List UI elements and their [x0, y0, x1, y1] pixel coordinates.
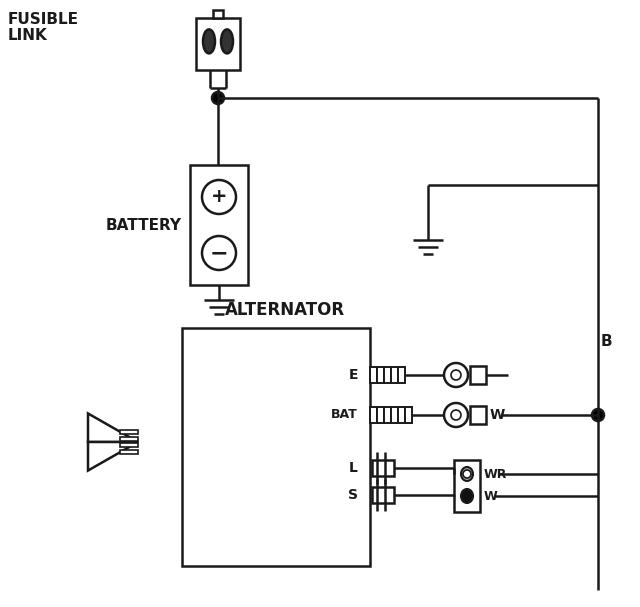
Text: W: W [490, 408, 505, 422]
Text: FUSIBLE: FUSIBLE [8, 13, 79, 27]
Bar [370, 367, 377, 383]
Bar [120, 436, 138, 441]
Circle shape [463, 470, 471, 478]
Text: S: S [348, 488, 358, 502]
Bar [454, 460, 480, 512]
Bar [470, 366, 486, 384]
Bar [377, 367, 384, 383]
Circle shape [444, 363, 468, 387]
Bar [384, 367, 391, 383]
Text: B: B [601, 334, 612, 350]
Circle shape [202, 236, 236, 270]
Bar [391, 367, 398, 383]
Text: BAT: BAT [332, 409, 358, 421]
Ellipse shape [461, 489, 473, 503]
Text: WR: WR [484, 467, 508, 481]
Polygon shape [88, 413, 138, 442]
Circle shape [451, 410, 461, 420]
Bar [372, 460, 394, 476]
Bar [190, 165, 248, 285]
Text: E: E [349, 368, 358, 382]
Text: BATTERY: BATTERY [106, 217, 182, 232]
Text: ALTERNATOR: ALTERNATOR [225, 301, 345, 319]
Circle shape [592, 409, 604, 421]
Bar [213, 10, 223, 18]
Bar [377, 407, 384, 423]
Text: +: + [211, 188, 227, 206]
Ellipse shape [461, 467, 473, 481]
Bar [398, 407, 405, 423]
Bar [120, 430, 138, 433]
Bar [120, 443, 138, 447]
Bar [370, 407, 377, 423]
Bar [391, 407, 398, 423]
Circle shape [451, 370, 461, 380]
Ellipse shape [221, 29, 233, 53]
Text: −: − [210, 243, 228, 263]
Text: L: L [349, 461, 358, 475]
Polygon shape [88, 442, 138, 470]
Bar [398, 367, 405, 383]
Bar [405, 407, 412, 423]
Bar [182, 328, 370, 566]
Bar [384, 407, 391, 423]
Circle shape [202, 180, 236, 214]
Circle shape [444, 403, 468, 427]
Bar [372, 487, 394, 503]
Text: W: W [484, 489, 498, 503]
Bar [470, 406, 486, 424]
Circle shape [212, 92, 224, 104]
Bar [120, 450, 138, 453]
Ellipse shape [203, 29, 215, 53]
Bar [196, 18, 240, 70]
Text: LINK: LINK [8, 29, 48, 44]
